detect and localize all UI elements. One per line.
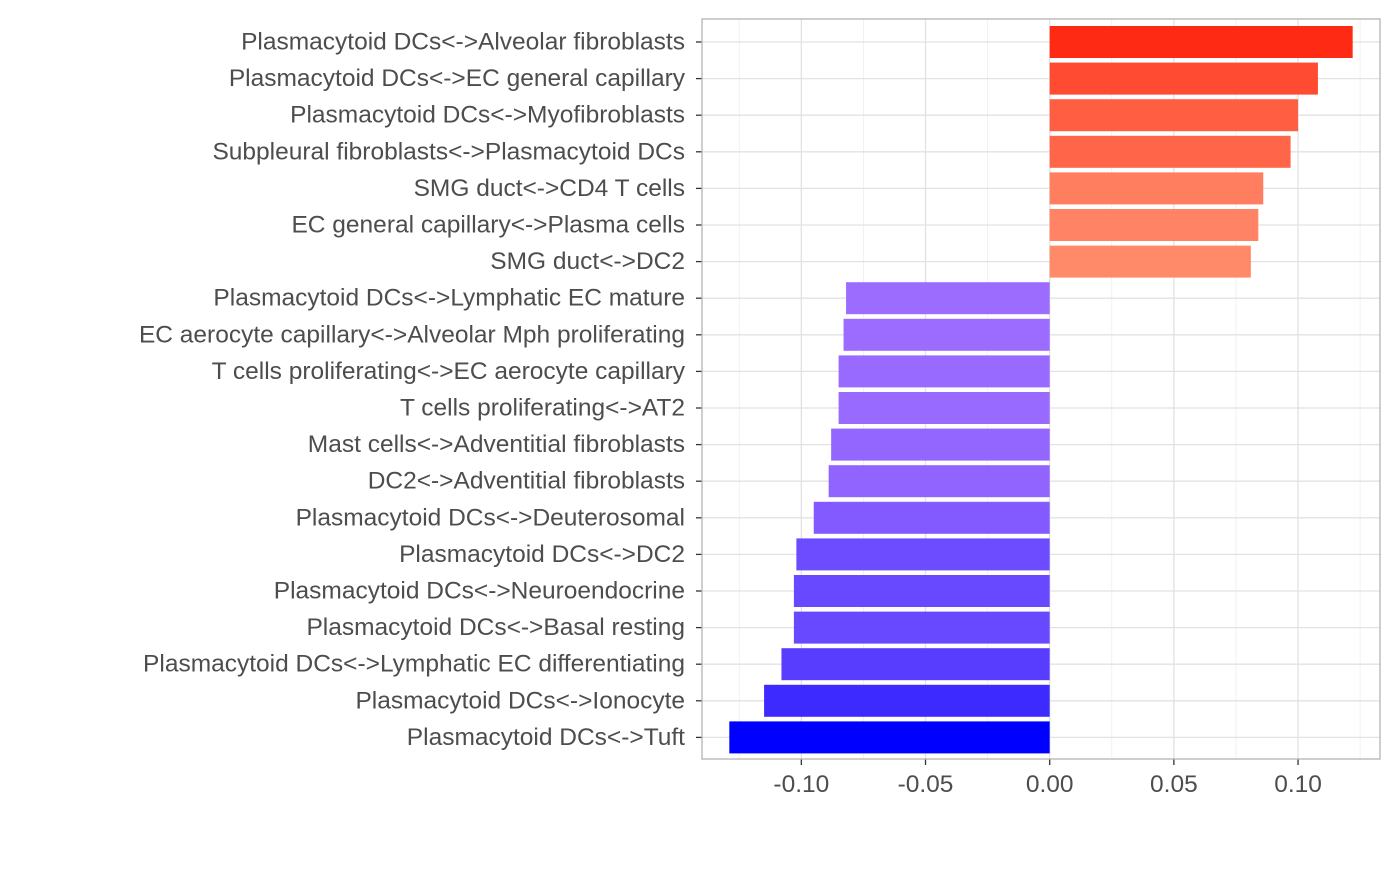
bar — [729, 721, 1050, 754]
bar — [796, 538, 1050, 571]
bar — [828, 465, 1050, 498]
category-label: T cells proliferating<->AT2 — [400, 395, 685, 422]
category-label: SMG duct<->DC2 — [490, 248, 685, 275]
category-label: Plasmacytoid DCs<->DC2 — [399, 541, 685, 568]
x-axis: -0.10 -0.05 0.00 0.05 0.10 — [773, 759, 1322, 798]
category-label: SMG duct<->CD4 T cells — [414, 175, 685, 202]
bar — [1049, 99, 1299, 132]
x-tick-label: -0.05 — [898, 771, 954, 798]
category-label: EC general capillary<->Plasma cells — [291, 212, 685, 239]
bar — [1049, 135, 1291, 168]
plot-border — [701, 18, 1381, 760]
category-label: Plasmacytoid DCs<->Alveolar fibroblasts — [241, 29, 685, 56]
bar — [1049, 26, 1353, 58]
category-label: Plasmacytoid DCs<->Basal resting — [306, 614, 685, 641]
category-label: Plasmacytoid DCs<->Myofibroblasts — [290, 102, 685, 129]
bars — [729, 26, 1353, 754]
bar — [843, 318, 1050, 351]
x-tick-label: -0.10 — [773, 771, 829, 798]
bar — [838, 355, 1050, 388]
category-labels: Plasmacytoid DCs<->Alveolar fibroblasts P… — [139, 29, 702, 751]
x-tick-label: 0.00 — [1026, 771, 1074, 798]
bar — [813, 501, 1050, 534]
bar — [831, 428, 1050, 461]
bar — [793, 611, 1050, 644]
category-label: Plasmacytoid DCs<->Lymphatic EC differen… — [143, 651, 685, 678]
category-label: T cells proliferating<->EC aerocyte capi… — [212, 358, 686, 385]
bar — [781, 648, 1050, 681]
category-label: Plasmacytoid DCs<->Tuft — [407, 724, 685, 751]
category-label: Plasmacytoid DCs<->Ionocyte — [355, 687, 685, 714]
bar — [764, 684, 1050, 717]
category-label: Plasmacytoid DCs<->Neuroendocrine — [274, 578, 685, 605]
category-label: EC aerocyte capillary<->Alveolar Mph pro… — [139, 321, 685, 348]
bar — [1049, 62, 1318, 95]
x-tick-label: 0.10 — [1274, 771, 1322, 798]
category-label: Plasmacytoid DCs<->Deuterosomal — [296, 504, 685, 531]
category-label: DC2<->Adventitial fibroblasts — [368, 468, 685, 495]
category-label: Mast cells<->Adventitial fibroblasts — [308, 431, 685, 458]
category-label: Plasmacytoid DCs<->Lymphatic EC mature — [213, 285, 685, 312]
bar — [838, 392, 1050, 424]
bar — [1049, 209, 1259, 241]
category-label: Plasmacytoid DCs<->EC general capillary — [229, 65, 686, 92]
bar — [1049, 245, 1251, 278]
category-label: Subpleural fibroblasts<->Plasmacytoid DC… — [212, 138, 685, 165]
bar — [793, 575, 1050, 607]
x-tick-label: 0.05 — [1150, 771, 1198, 798]
bar — [1049, 172, 1264, 205]
bar — [846, 282, 1050, 315]
